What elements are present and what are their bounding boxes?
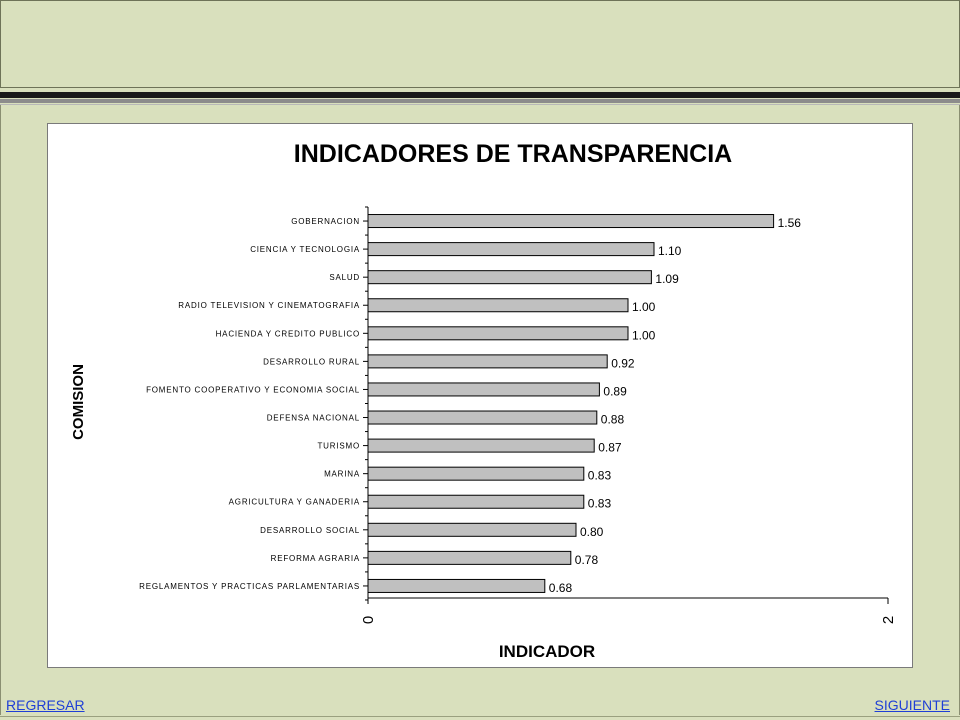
bar-value-label: 0.89 bbox=[603, 384, 627, 398]
bar-value-label: 0.92 bbox=[611, 356, 635, 370]
bar bbox=[367, 494, 585, 509]
category-label: DEFENSA NACIONAL bbox=[267, 414, 360, 423]
bar-value-label: 0.78 bbox=[575, 553, 599, 567]
category-label: FOMENTO COOPERATIVO Y ECONOMIA SOCIAL bbox=[146, 385, 360, 394]
category-label: REFORMA AGRARIA bbox=[271, 554, 360, 563]
category-label: DESARROLLO SOCIAL bbox=[260, 526, 360, 535]
category-label: AGRICULTURA Y GANADERIA bbox=[229, 498, 360, 507]
bar-value-label: 0.83 bbox=[588, 469, 612, 483]
bar-value-label: 1.00 bbox=[632, 328, 656, 342]
category-label: DESARROLLO RURAL bbox=[263, 357, 360, 366]
category-label: MARINA bbox=[324, 470, 360, 479]
bar-value-label: 0.83 bbox=[588, 497, 612, 511]
bar bbox=[367, 326, 629, 341]
bar-value-label: 0.80 bbox=[580, 525, 604, 539]
y-axis-title: COMISION bbox=[70, 364, 87, 440]
left-border bbox=[0, 105, 1, 715]
category-label: SALUD bbox=[329, 273, 360, 282]
footer-line bbox=[0, 716, 960, 717]
category-label: TURISMO bbox=[318, 442, 361, 451]
next-link[interactable]: SIGUIENTE bbox=[874, 697, 950, 713]
bar-value-label: 0.68 bbox=[549, 581, 573, 595]
category-label: CIENCIA Y TECNOLOGIA bbox=[250, 245, 360, 254]
category-label: HACIENDA Y CREDITO PUBLICO bbox=[216, 329, 360, 338]
bar-value-label: 1.09 bbox=[655, 272, 679, 286]
category-label: REGLAMENTOS Y PRACTICAS PARLAMENTARIAS bbox=[139, 582, 360, 591]
bar bbox=[367, 242, 655, 257]
category-label: RADIO TELEVISION Y CINEMATOGRAFIA bbox=[178, 301, 360, 310]
bar bbox=[367, 214, 775, 229]
bar bbox=[367, 466, 585, 481]
bar bbox=[367, 382, 600, 397]
back-link[interactable]: REGRESAR bbox=[6, 697, 85, 713]
bar bbox=[367, 438, 595, 453]
bar bbox=[367, 550, 572, 565]
bar bbox=[367, 298, 629, 313]
x-tick-label: 2 bbox=[880, 616, 897, 624]
bar-value-label: 1.00 bbox=[632, 300, 656, 314]
bar-value-label: 1.10 bbox=[658, 244, 682, 258]
chart-title: INDICADORES DE TRANSPARENCIA bbox=[294, 140, 732, 168]
bar-value-label: 0.87 bbox=[598, 441, 622, 455]
x-tick-label: 0 bbox=[360, 616, 377, 624]
bar bbox=[367, 578, 546, 593]
bar bbox=[367, 354, 608, 369]
header-divider-highlight bbox=[0, 104, 960, 105]
bar bbox=[367, 522, 577, 537]
x-axis-title: INDICADOR bbox=[499, 642, 595, 661]
header-panel bbox=[0, 0, 960, 88]
chart-area: INDICADORES DE TRANSPARENCIA COMISION IN… bbox=[47, 123, 913, 668]
bar-value-label: 1.56 bbox=[778, 216, 802, 230]
bar bbox=[367, 270, 652, 285]
header-divider bbox=[0, 92, 960, 98]
header-divider-shadow bbox=[0, 99, 960, 103]
bar-value-label: 0.88 bbox=[601, 413, 625, 427]
bar bbox=[367, 410, 598, 425]
category-label: GOBERNACION bbox=[291, 217, 360, 226]
bar-chart: INDICADORES DE TRANSPARENCIA COMISION IN… bbox=[70, 140, 897, 661]
